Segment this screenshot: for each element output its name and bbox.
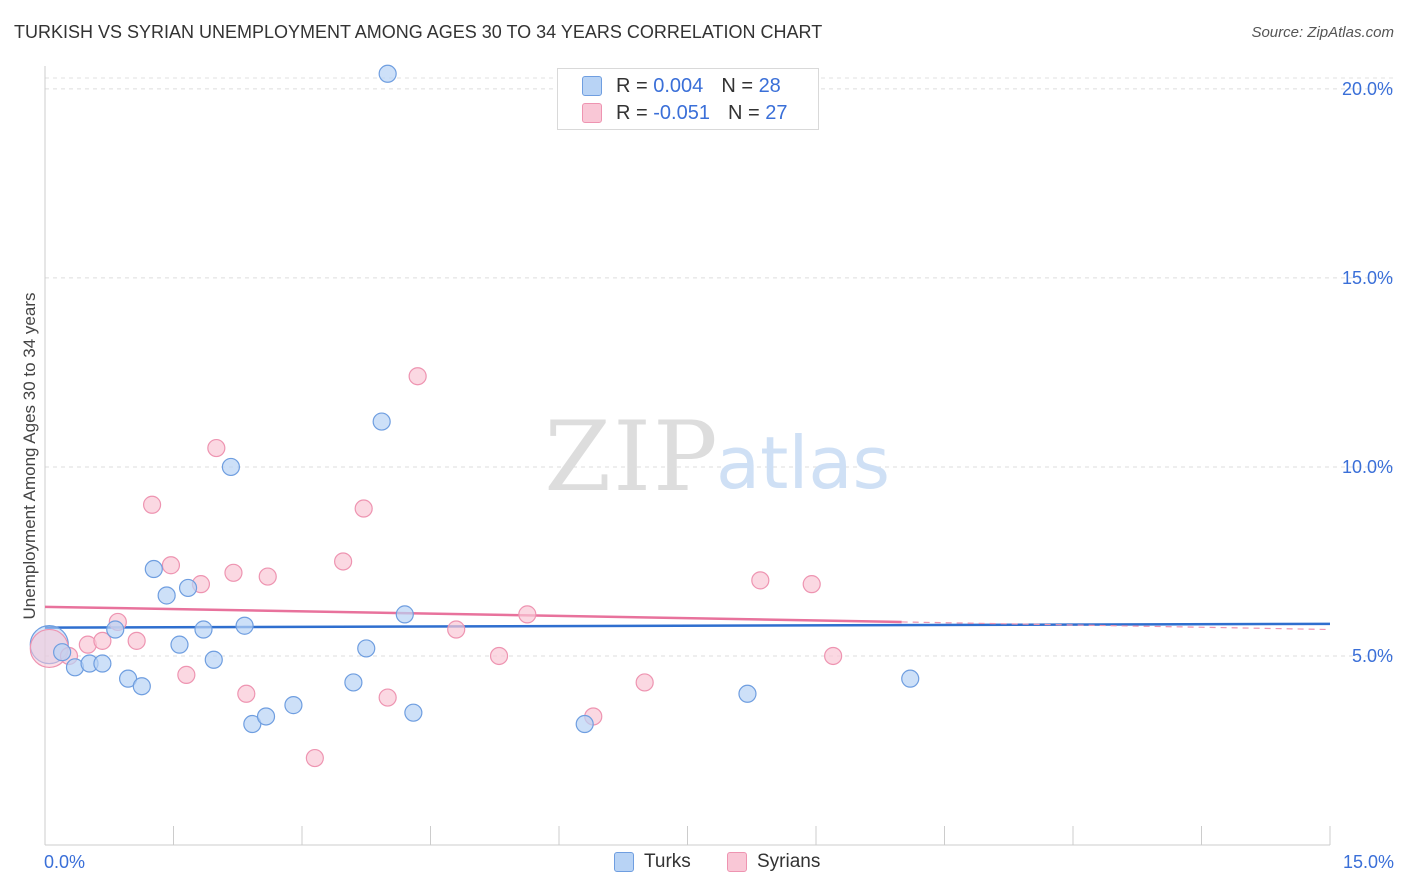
point-syrians [408, 367, 427, 386]
point-syrians [142, 495, 162, 514]
point-syrians [224, 563, 243, 582]
legend-r-syrians: -0.051 [653, 101, 710, 124]
point-syrians [207, 438, 226, 458]
point-turks [575, 714, 594, 734]
y-tick-label: 15.0% [1342, 268, 1393, 288]
legend-swatch-turks [582, 76, 602, 96]
correlation-legend: R = 0.004 N = 28 R = -0.051 N = 27 [557, 68, 819, 130]
point-turks [157, 586, 176, 605]
point-turks [204, 650, 223, 669]
point-turks [901, 669, 920, 688]
trendline-syrians-extension [901, 621, 1331, 631]
chart-title: TURKISH VS SYRIAN UNEMPLOYMENT AMONG AGE… [14, 22, 823, 42]
source-note: Source: ZipAtlas.com [1251, 24, 1394, 41]
legend-row-syrians: R = -0.051 N = 27 [582, 100, 787, 126]
point-syrians [635, 673, 654, 692]
legend-row-turks: R = 0.004 N = 28 [582, 73, 781, 99]
point-turks [243, 714, 262, 734]
point-turks [235, 616, 254, 635]
y-tick-label: 5.0% [1352, 646, 1393, 666]
watermark: ZIP atlas [544, 401, 890, 513]
point-turks [372, 412, 391, 431]
series-legend-swatch-syrians [727, 852, 747, 872]
point-turks [221, 457, 240, 477]
point-turks [404, 703, 423, 722]
point-turks [118, 669, 138, 688]
point-syrians [489, 646, 509, 666]
point-syrians [354, 499, 373, 518]
watermark-atlas: atlas [716, 421, 890, 505]
point-syrians [334, 552, 353, 571]
y-tick-labels: 5.0% 10.0% 15.0% 20.0% [1342, 79, 1393, 666]
point-syrians [802, 575, 821, 594]
legend-r-label: R = [616, 74, 648, 97]
point-turks [378, 64, 397, 83]
legend-n-turks: 28 [758, 74, 781, 97]
series-legend-swatch-turks [614, 852, 634, 872]
trendline-turks [44, 622, 1331, 629]
point-turks [284, 696, 303, 715]
point-syrians [518, 605, 537, 624]
legend-r-label: R = [616, 101, 648, 124]
point-turks [395, 605, 414, 624]
point-syrians [378, 688, 397, 707]
data-points [29, 64, 920, 768]
point-turks [194, 620, 213, 639]
trendlines [44, 605, 1331, 631]
point-turks [93, 654, 112, 673]
series-legend-label-syrians: Syrians [757, 851, 821, 872]
point-turks [132, 677, 151, 696]
point-syrians [237, 684, 256, 703]
point-turks [357, 639, 376, 658]
point-syrians [93, 631, 112, 650]
point-turks [53, 643, 72, 662]
series-legend-turks: Turks [614, 851, 691, 873]
point-syrians [161, 556, 181, 575]
y-axis-label: Unemployment Among Ages 30 to 34 years [20, 292, 39, 620]
watermark-zip: ZIP [544, 401, 719, 513]
point-syrians [447, 620, 466, 639]
legend-swatch-syrians [582, 103, 602, 123]
point-turks [738, 684, 757, 703]
axes [44, 66, 1331, 846]
y-tick-label: 10.0% [1342, 457, 1393, 477]
point-turks [170, 635, 189, 654]
point-turks [256, 707, 276, 726]
x-tick-label-min: 0.0% [44, 852, 86, 872]
series-legend-label-turks: Turks [644, 851, 691, 872]
y-tick-label: 20.0% [1342, 79, 1393, 99]
legend-r-turks: 0.004 [653, 74, 704, 97]
point-syrians [305, 748, 324, 768]
point-turks [144, 559, 163, 579]
point-turks [344, 673, 363, 692]
series-legend-syrians: Syrians [727, 851, 820, 873]
legend-n-syrians: 27 [765, 101, 788, 124]
legend-n-label: N = [721, 74, 753, 97]
point-syrians [177, 665, 196, 684]
point-syrians [751, 571, 770, 590]
legend-n-label: N = [727, 101, 760, 124]
x-tick-label-max: 15.0% [1342, 852, 1394, 872]
point-syrians [258, 567, 277, 586]
point-turks [178, 578, 198, 598]
point-turks [106, 620, 125, 639]
point-syrians [824, 646, 843, 666]
trendline-syrians [44, 605, 902, 624]
point-syrians [127, 631, 146, 650]
gridlines [45, 77, 1395, 657]
